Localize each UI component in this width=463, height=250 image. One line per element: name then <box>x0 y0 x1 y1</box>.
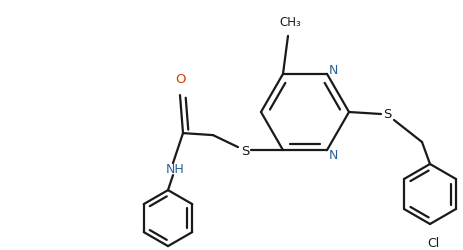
Text: CH₃: CH₃ <box>279 16 300 29</box>
Text: S: S <box>382 108 390 121</box>
Text: Cl: Cl <box>426 236 438 249</box>
Text: NH: NH <box>165 162 184 175</box>
Text: N: N <box>328 64 337 77</box>
Text: S: S <box>240 144 249 157</box>
Text: N: N <box>328 148 337 161</box>
Text: O: O <box>175 73 185 86</box>
